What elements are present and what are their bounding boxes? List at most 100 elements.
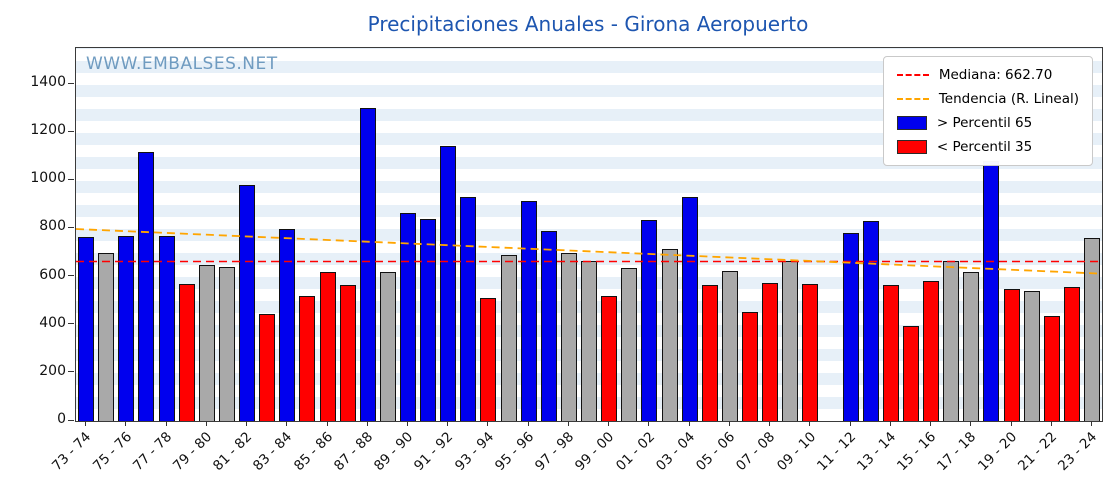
legend-item-p65: > Percentil 65 <box>896 115 1079 131</box>
xtick-label-9: 91 - 92 <box>411 429 457 475</box>
bar-16 <box>399 212 416 421</box>
legend-item-trend: Tendencia (R. Lineal) <box>896 91 1079 107</box>
bar-31 <box>701 285 718 421</box>
legend-label-p65: > Percentil 65 <box>936 115 1033 131</box>
ytick-label-1400: 1400 <box>30 74 66 91</box>
bar-2 <box>118 235 135 421</box>
xtick-label-17: 07 - 08 <box>733 429 779 475</box>
watermark-text: WWW.EMBALSES.NET <box>86 54 278 74</box>
bar-1 <box>98 252 115 421</box>
xtick-mark <box>1010 421 1012 426</box>
ytick-label-0: 0 <box>57 411 66 427</box>
xtick-mark <box>165 421 167 426</box>
bar-17 <box>420 218 437 421</box>
xtick-mark <box>728 421 730 426</box>
bar-24 <box>560 252 577 421</box>
xtick-label-2: 77 - 78 <box>129 429 175 475</box>
xtick-label-16: 05 - 06 <box>693 429 739 475</box>
xtick-mark <box>366 421 368 426</box>
bar-22 <box>520 200 537 421</box>
bar-36 <box>802 283 819 421</box>
bar-47 <box>1023 291 1040 421</box>
xtick-mark <box>930 421 931 426</box>
bar-28 <box>641 220 658 421</box>
trend-line <box>76 228 1102 275</box>
xtick-label-8: 89 - 90 <box>371 429 417 475</box>
bar-9 <box>259 313 276 421</box>
red-patch-swatch <box>896 140 927 154</box>
xtick-mark <box>970 421 972 426</box>
xtick-label-13: 99 - 00 <box>572 429 618 475</box>
xtick-mark <box>527 421 529 426</box>
bar-8 <box>239 185 255 421</box>
xtick-label-0: 73 - 74 <box>49 429 95 475</box>
xtick-mark <box>849 421 851 426</box>
bar-27 <box>621 268 638 421</box>
xtick-label-5: 83 - 84 <box>250 429 296 475</box>
reference-lines-layer <box>76 228 1102 275</box>
bar-41 <box>902 325 919 421</box>
xtick-mark <box>205 421 207 426</box>
bar-20 <box>480 298 497 421</box>
xtick-mark <box>85 421 87 426</box>
bar-50 <box>1083 238 1100 421</box>
xtick-mark <box>246 421 247 426</box>
ytick-label-1000: 1000 <box>30 170 66 187</box>
xtick-mark <box>286 421 288 426</box>
xtick-label-24: 21 - 22 <box>1014 429 1061 475</box>
bar-5 <box>178 283 195 421</box>
xtick-label-18: 09 - 10 <box>773 429 819 475</box>
ytick-mark <box>68 82 74 84</box>
ytick-label-1200: 1200 <box>30 122 66 139</box>
xtick-mark <box>447 421 449 426</box>
bar-11 <box>299 295 316 421</box>
ytick-mark <box>68 178 74 180</box>
ytick-mark <box>68 323 74 325</box>
xtick-mark <box>567 421 569 426</box>
bar-15 <box>379 271 396 421</box>
plot-area: WWW.EMBALSES.NET Mediana: 662.70 Tendenc… <box>75 47 1103 422</box>
xtick-label-12: 97 - 98 <box>532 429 578 475</box>
ytick-mark <box>68 419 74 421</box>
ytick-label-600: 600 <box>39 266 66 283</box>
xtick-mark <box>406 421 408 426</box>
ytick-mark <box>68 226 74 228</box>
median-dashed-line-swatch <box>896 74 929 76</box>
xtick-label-25: 23 - 24 <box>1055 429 1101 475</box>
bar-4 <box>158 235 175 421</box>
bar-30 <box>681 197 698 421</box>
trend-dashed-line-swatch <box>896 98 929 100</box>
bar-46 <box>1003 288 1020 421</box>
xtick-mark <box>648 421 650 426</box>
bar-42 <box>923 281 939 421</box>
bar-32 <box>721 270 738 421</box>
bar-18 <box>440 145 457 421</box>
bar-7 <box>218 267 235 421</box>
xtick-label-3: 79 - 80 <box>170 429 216 475</box>
bar-44 <box>963 271 980 421</box>
blue-patch-swatch <box>896 116 927 130</box>
xtick-mark <box>326 421 328 426</box>
ytick-label-800: 800 <box>39 218 66 235</box>
ytick-label-200: 200 <box>39 362 66 379</box>
bar-13 <box>339 285 356 421</box>
bar-23 <box>540 230 557 421</box>
bar-48 <box>1043 316 1060 421</box>
bar-33 <box>741 311 758 421</box>
chart-title: Precipitaciones Anuales - Girona Aeropue… <box>367 12 809 36</box>
xtick-label-15: 03 - 04 <box>652 429 698 475</box>
bar-6 <box>198 264 215 421</box>
xtick-label-4: 81 - 82 <box>210 429 256 475</box>
bar-35 <box>782 261 799 421</box>
xtick-label-10: 93 - 94 <box>451 429 497 475</box>
bar-3 <box>138 151 155 421</box>
xtick-mark <box>688 421 690 426</box>
bar-21 <box>500 255 517 421</box>
bar-49 <box>1063 287 1080 421</box>
bar-29 <box>661 248 678 421</box>
bar-26 <box>601 295 618 421</box>
ytick-mark <box>68 130 74 132</box>
bar-19 <box>460 197 477 421</box>
bar-34 <box>762 282 779 421</box>
